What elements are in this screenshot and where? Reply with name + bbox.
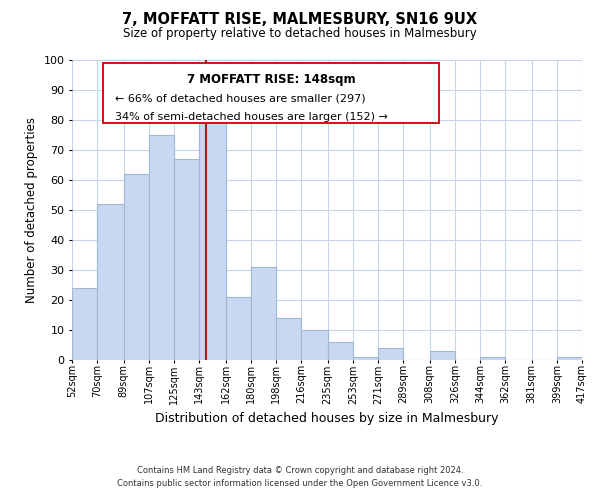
Bar <box>276 318 301 360</box>
Text: 7, MOFFATT RISE, MALMESBURY, SN16 9UX: 7, MOFFATT RISE, MALMESBURY, SN16 9UX <box>122 12 478 28</box>
Bar <box>72 288 97 360</box>
Bar <box>124 174 149 360</box>
Bar <box>149 135 174 360</box>
Bar <box>353 357 378 360</box>
FancyBboxPatch shape <box>103 63 439 123</box>
Text: Size of property relative to detached houses in Malmesbury: Size of property relative to detached ho… <box>123 28 477 40</box>
Bar <box>557 357 582 360</box>
Text: 7 MOFFATT RISE: 148sqm: 7 MOFFATT RISE: 148sqm <box>187 74 355 86</box>
Bar <box>199 120 226 360</box>
X-axis label: Distribution of detached houses by size in Malmesbury: Distribution of detached houses by size … <box>155 412 499 425</box>
Y-axis label: Number of detached properties: Number of detached properties <box>25 117 38 303</box>
Bar <box>174 159 199 360</box>
Bar <box>226 297 251 360</box>
Text: ← 66% of detached houses are smaller (297): ← 66% of detached houses are smaller (29… <box>115 93 366 103</box>
Text: Contains HM Land Registry data © Crown copyright and database right 2024.
Contai: Contains HM Land Registry data © Crown c… <box>118 466 482 487</box>
Bar <box>97 204 124 360</box>
Bar <box>251 267 276 360</box>
Bar <box>480 357 505 360</box>
Bar <box>301 330 328 360</box>
Bar <box>328 342 353 360</box>
Text: 34% of semi-detached houses are larger (152) →: 34% of semi-detached houses are larger (… <box>115 112 388 122</box>
Bar <box>430 351 455 360</box>
Bar <box>378 348 403 360</box>
